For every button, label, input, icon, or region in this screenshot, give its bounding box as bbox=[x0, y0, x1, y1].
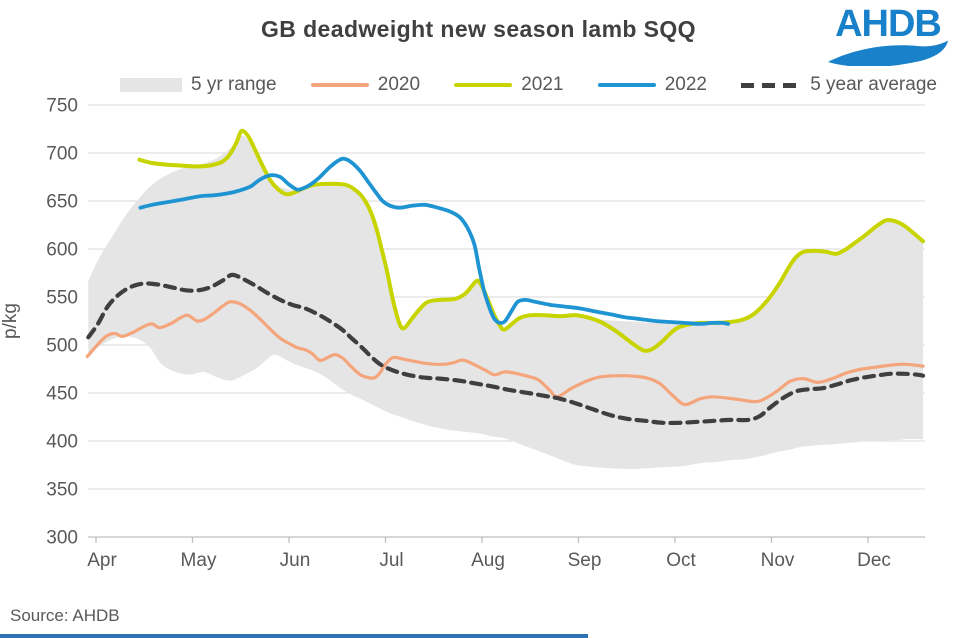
x-tick-label: Dec bbox=[857, 550, 891, 571]
bottom-accent-bar bbox=[0, 634, 588, 638]
ahdb-logo-text: AHDB bbox=[835, 3, 942, 45]
line-chart-plot: 750 700 650 600 550 500 450 400 350 300 Apr May Jun J… bbox=[0, 96, 926, 571]
x-tick-label: Oct bbox=[666, 550, 696, 571]
legend-item-2022: 2022 bbox=[597, 74, 707, 96]
source-note: Source: AHDB bbox=[10, 606, 120, 625]
legend-label-2021: 2021 bbox=[521, 74, 564, 95]
legend-label-2022: 2022 bbox=[664, 74, 707, 95]
y-tick-label: 300 bbox=[46, 528, 78, 549]
y-tick-label: 550 bbox=[46, 288, 78, 309]
x-axis-labels: Apr May Jun Jul Aug Sep Oct Nov Dec bbox=[87, 537, 891, 571]
chart-title: GB deadweight new season lamb SQQ bbox=[261, 16, 696, 42]
x-tick-label: Aug bbox=[471, 550, 505, 571]
series-5yr-range-band bbox=[88, 135, 924, 469]
x-tick-label: May bbox=[181, 550, 217, 571]
x-tick-label: Jul bbox=[379, 550, 403, 571]
ahdb-logo-wave-icon bbox=[828, 40, 948, 66]
legend-swatch-average bbox=[741, 82, 802, 88]
y-tick-label: 650 bbox=[46, 192, 78, 213]
y-axis-title: p/kg bbox=[0, 303, 21, 339]
x-tick-label: Sep bbox=[568, 550, 602, 571]
y-tick-label: 750 bbox=[46, 96, 78, 117]
y-tick-label: 400 bbox=[46, 432, 78, 453]
y-tick-label: 600 bbox=[46, 240, 78, 261]
legend-item-average: 5 year average bbox=[741, 74, 937, 96]
legend-swatch-2021 bbox=[454, 82, 513, 88]
legend-item-range: 5 yr range bbox=[120, 74, 277, 96]
x-tick-label: Jun bbox=[280, 550, 311, 571]
ahdb-logo: AHDB bbox=[827, 3, 949, 66]
y-tick-label: 350 bbox=[46, 480, 78, 501]
x-tick-label: Nov bbox=[761, 550, 795, 571]
legend-item-2021: 2021 bbox=[454, 74, 564, 96]
y-tick-label: 700 bbox=[46, 144, 78, 165]
series-line-2022 bbox=[138, 156, 730, 326]
legend-label-average: 5 year average bbox=[810, 74, 937, 95]
y-tick-label: 500 bbox=[46, 336, 78, 357]
legend-swatch-range bbox=[120, 78, 182, 92]
x-tick-label: Apr bbox=[87, 550, 117, 571]
y-axis-tick-labels: 750 700 650 600 550 500 450 400 350 300 bbox=[46, 96, 78, 549]
legend-item-2020: 2020 bbox=[310, 74, 421, 96]
series-line-2020 bbox=[85, 300, 925, 407]
legend-label-2020: 2020 bbox=[377, 74, 421, 95]
chart-legend: 5 yr range 2020 2021 2022 5 year average bbox=[120, 71, 937, 99]
legend-swatch-2022 bbox=[597, 82, 656, 88]
legend-swatch-2020 bbox=[310, 82, 369, 88]
y-tick-label: 450 bbox=[46, 384, 78, 405]
legend-label-range: 5 yr range bbox=[191, 74, 277, 95]
